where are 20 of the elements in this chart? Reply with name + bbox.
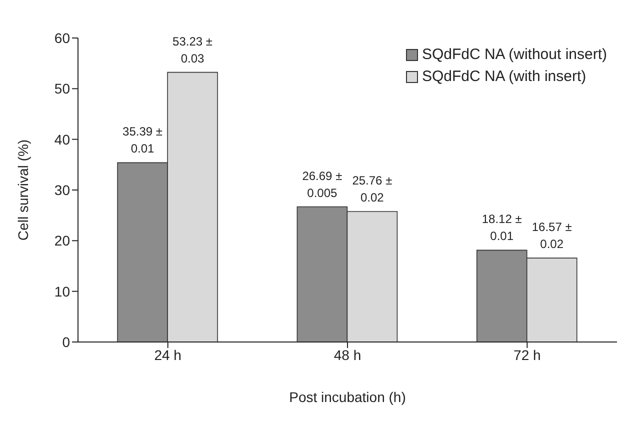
y-tick-label: 40 — [54, 131, 70, 148]
x-tick-label: 24 h — [154, 346, 182, 363]
x-tick-label: 48 h — [334, 346, 362, 363]
y-tick-label: 0 — [62, 334, 70, 350]
data-label: 53.23 ± 0.03 — [172, 34, 213, 66]
y-tick-label: 50 — [54, 80, 70, 97]
data-label: 18.12 ± 0.01 — [482, 212, 522, 244]
y-tick-label: 10 — [54, 283, 70, 300]
y-tick-label: 30 — [54, 182, 70, 198]
y-tick-label: 20 — [54, 232, 70, 249]
y-axis-title: Cell survival (%) — [14, 139, 31, 241]
data-label: 26.69 ± 0.005 — [302, 168, 343, 200]
legend-label: SQdFdC NA (without insert) — [422, 45, 607, 65]
data-label: 25.76 ± 0.02 — [352, 173, 393, 204]
y-tick-label: 60 — [54, 30, 70, 46]
x-axis-title: Post incubation (h) — [289, 389, 406, 405]
data-label: 35.39 ± 0.01 — [122, 124, 163, 156]
data-label: 16.57 ± 0.02 — [532, 220, 572, 252]
x-tick-label: 72 h — [514, 346, 541, 363]
legend-label: SQdFdC NA (with insert) — [422, 67, 586, 87]
